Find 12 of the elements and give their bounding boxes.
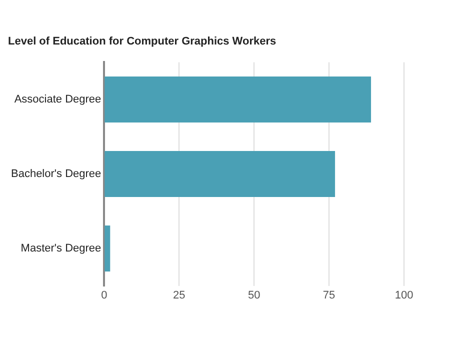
y-tick-label: Associate Degree xyxy=(14,94,102,106)
y-tick-label: Bachelor's Degree xyxy=(10,168,102,180)
y-tick-label: Master's Degree xyxy=(20,242,102,255)
x-tick-label: 50 xyxy=(248,289,260,302)
chart-title: Level of Education for Computer Graphics Workers xyxy=(8,36,276,48)
bar xyxy=(104,76,372,122)
x-tick-label: 0 xyxy=(101,289,108,302)
x-tick-label: 75 xyxy=(322,289,336,302)
x-tick-label: 25 xyxy=(172,289,186,302)
x-tick-label: 100 xyxy=(394,289,414,302)
bar xyxy=(104,226,110,272)
bar xyxy=(104,150,336,198)
